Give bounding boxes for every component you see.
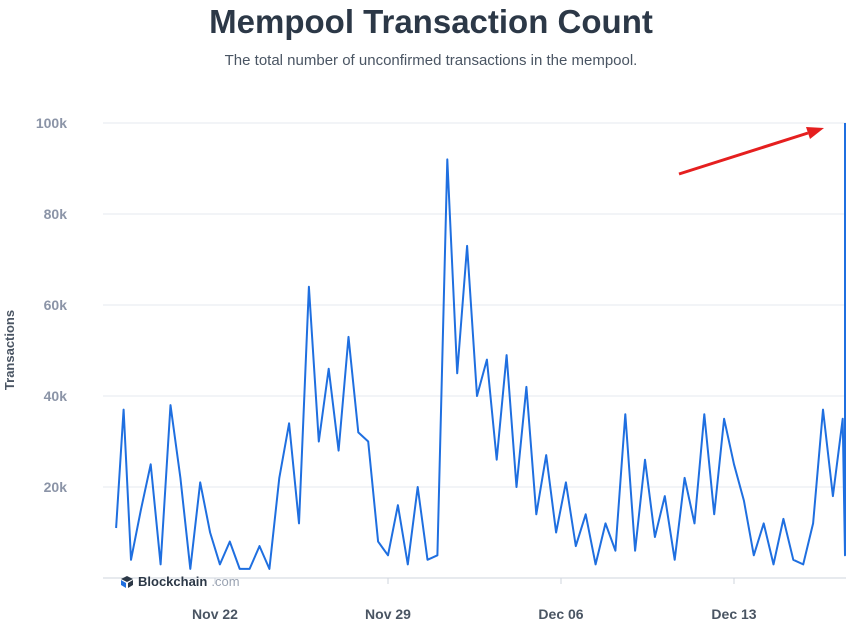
x-tick-label: Nov 22 <box>192 606 238 622</box>
y-axis-label: Transactions <box>2 310 17 390</box>
y-tick-label: 80k <box>44 206 68 222</box>
chart-subtitle: The total number of unconfirmed transact… <box>224 52 638 69</box>
watermark: Blockchain .com <box>120 574 240 589</box>
y-tick-label: 60k <box>44 297 68 313</box>
series-line <box>115 123 846 570</box>
annotation-arrow <box>678 127 824 176</box>
watermark-domain: .com <box>211 574 240 589</box>
y-tick-label: 40k <box>44 388 68 404</box>
y-tick-label: 20k <box>44 479 68 495</box>
x-tick-label: Dec 13 <box>711 606 756 622</box>
blockchain-logo-icon <box>121 575 133 588</box>
x-tick-label: Nov 29 <box>365 606 411 622</box>
chart-title: Mempool Transaction Count <box>209 3 653 40</box>
watermark-brand: Blockchain <box>138 574 208 589</box>
y-tick-label: 100k <box>36 115 67 131</box>
x-tick-label: Dec 06 <box>538 606 583 622</box>
